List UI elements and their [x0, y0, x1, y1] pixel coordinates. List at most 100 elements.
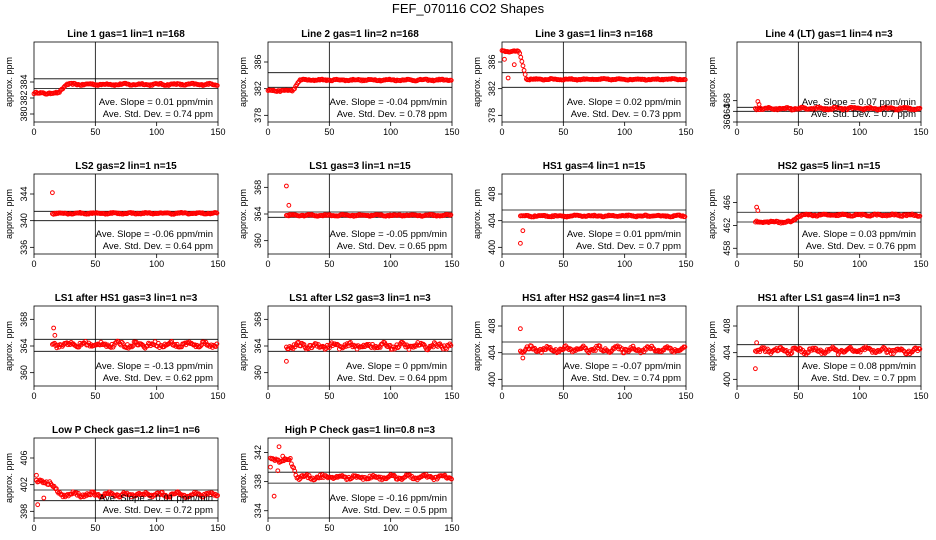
x-tick-label: 100	[852, 127, 867, 137]
y-tick-label: 408	[487, 318, 497, 333]
data-point	[650, 345, 656, 351]
panel-title: LS1 after LS2 gas=3 lin=1 n=3	[289, 293, 431, 304]
data-point	[917, 105, 923, 111]
x-tick-label: 100	[383, 127, 398, 137]
ave-std-annotation: Ave. Std. Dev. = 0.7 ppm	[576, 241, 681, 252]
data-point	[448, 77, 454, 83]
x-tick-label: 0	[499, 391, 504, 401]
data-point	[130, 343, 136, 349]
y-tick-label: 368	[722, 93, 732, 108]
data-point	[376, 474, 382, 480]
plot-panel: Line 4 (LT) gas=1 lin=4 n=30 50 100 1503603…	[707, 29, 929, 137]
y-axis-label: approx. ppm	[4, 57, 14, 107]
y-tick-label: 400	[487, 372, 497, 387]
ave-std-annotation: Ave. Std. Dev. = 0.64 ppm	[337, 373, 447, 384]
plot-frame	[501, 173, 687, 255]
data-point	[213, 344, 219, 349]
data-point	[41, 495, 47, 501]
x-tick-label: 100	[617, 127, 632, 137]
x-tick-label: 150	[678, 259, 693, 269]
ave-slope-annotation: Ave. Slope = -0.06 ppm/min	[96, 229, 213, 240]
data-point	[296, 477, 302, 483]
data-point	[215, 493, 220, 498]
y-tick-label: 360	[253, 233, 263, 248]
data-point	[79, 341, 85, 347]
x-tick-label: 0	[265, 391, 270, 401]
ave-slope-annotation: Ave. Slope = 0.02 ppm/min	[567, 97, 681, 108]
plot-panel: Line 1 gas=1 lin=1 n=168 0 50 100 150 3803823…	[4, 29, 226, 137]
y-tick-label: 368	[253, 312, 263, 327]
data-point	[449, 476, 454, 482]
x-tick-label: 100	[149, 259, 164, 269]
data-point	[343, 344, 349, 349]
data-point	[50, 190, 55, 196]
data-point	[517, 50, 523, 56]
data-point	[167, 494, 173, 500]
data-point	[520, 355, 526, 361]
data-point	[505, 75, 511, 81]
x-tick-label: 50	[90, 523, 100, 533]
data-point	[833, 347, 839, 353]
ave-slope-annotation: Ave. Slope = 0.03 ppm/min	[802, 229, 916, 240]
x-tick-label: 50	[793, 127, 803, 137]
data-point	[519, 59, 525, 64]
x-tick-label: 150	[678, 127, 693, 137]
y-tick-label: 364	[253, 206, 263, 221]
y-tick-label: 406	[19, 450, 29, 465]
plot-panel: High P Check gas=1 lin=0.8 n=3 0 50 100 150 3…	[238, 425, 460, 533]
x-tick-label: 100	[383, 391, 398, 401]
x-tick-label: 150	[210, 259, 225, 269]
data-point	[566, 347, 572, 353]
data-point	[586, 350, 592, 356]
plot-panel: LS2 gas=2 lin=1 n=15 0 50 100 150 336 340 344 ap…	[4, 161, 226, 269]
plot-panel: LS1 after LS2 gas=3 lin=1 n=3 0 50 100 150 36…	[238, 293, 460, 401]
plot-panel: HS1 after HS2 gas=4 lin=1 n=3 0 50 100 150 40…	[472, 293, 694, 401]
data-point	[35, 502, 41, 508]
ave-std-annotation: Ave. Std. Dev. = 0.7 ppm	[811, 109, 916, 120]
data-point	[796, 214, 801, 220]
x-tick-label: 150	[444, 391, 459, 401]
y-axis-label: approx. ppm	[238, 57, 248, 107]
x-tick-label: 0	[31, 259, 36, 269]
ave-slope-annotation: Ave. Slope = -0.16 ppm/min	[330, 493, 447, 504]
x-tick-label: 100	[149, 391, 164, 401]
y-tick-label: 402	[19, 477, 29, 492]
data-point	[753, 366, 758, 372]
data-point	[520, 228, 526, 234]
ave-std-annotation: Ave. Std. Dev. = 0.74 ppm	[571, 373, 681, 384]
y-tick-label: 458	[722, 241, 732, 256]
y-tick-label: 368	[19, 312, 29, 327]
x-tick-label: 100	[149, 523, 164, 533]
data-point	[214, 83, 220, 88]
y-axis-label: approx. ppm	[707, 189, 717, 239]
data-point	[375, 345, 381, 351]
x-tick-label: 0	[734, 391, 739, 401]
y-axis-label: approx. ppm	[707, 57, 717, 107]
data-point	[214, 210, 220, 216]
ave-std-annotation: Ave. Std. Dev. = 0.78 ppm	[337, 109, 447, 120]
data-point	[52, 332, 58, 338]
x-tick-label: 0	[499, 127, 504, 137]
y-tick-label: 404	[487, 345, 497, 360]
data-point	[102, 341, 108, 347]
panel-title: Line 4 (LT) gas=1 lin=4 n=3	[765, 29, 893, 40]
y-axis-label: approx. ppm	[238, 453, 248, 503]
data-point	[290, 464, 295, 470]
data-point	[448, 212, 454, 218]
data-point	[756, 102, 762, 107]
data-point	[287, 455, 293, 461]
figure-title: FEF_070116 CO2 Shapes	[391, 1, 545, 16]
y-tick-label: 466	[722, 195, 732, 210]
ave-slope-annotation: Ave. Slope = -0.04 ppm/min	[330, 97, 447, 108]
data-point	[348, 339, 353, 345]
y-tick-label: 382	[253, 81, 263, 96]
data-point	[175, 489, 181, 495]
y-tick-label: 408	[722, 318, 732, 333]
x-tick-label: 0	[31, 391, 36, 401]
x-tick-label: 50	[324, 523, 334, 533]
y-tick-label: 336	[19, 240, 29, 255]
data-point	[366, 476, 372, 482]
x-tick-label: 100	[383, 259, 398, 269]
y-tick-label: 386	[253, 54, 263, 69]
